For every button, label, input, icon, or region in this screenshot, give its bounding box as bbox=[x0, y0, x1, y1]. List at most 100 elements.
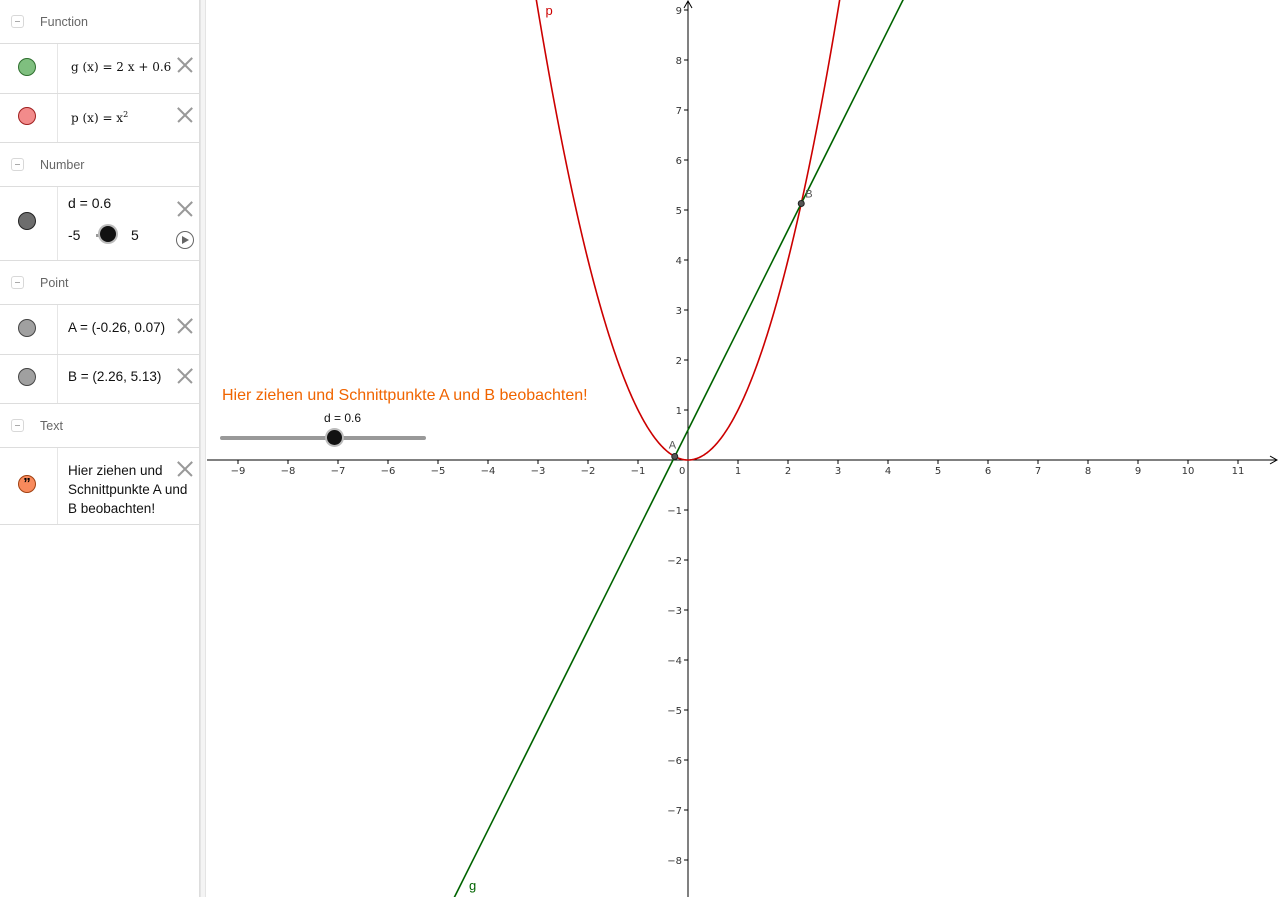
algebra-item-A[interactable]: A = (-0.26, 0.07) bbox=[0, 305, 199, 355]
formula-text: p (x) = x bbox=[71, 111, 124, 125]
delete-icon[interactable] bbox=[177, 368, 193, 384]
group-header-function[interactable]: Function bbox=[0, 0, 199, 44]
delete-icon[interactable] bbox=[177, 201, 193, 217]
group-header-point[interactable]: Point bbox=[0, 261, 199, 305]
x-tick-label: −1 bbox=[631, 466, 646, 477]
point-label-A: A bbox=[669, 439, 677, 451]
x-tick-label: 4 bbox=[885, 466, 891, 477]
algebra-item-B[interactable]: B = (2.26, 5.13) bbox=[0, 355, 199, 404]
visibility-marble-icon[interactable] bbox=[18, 107, 36, 125]
marble-cell bbox=[0, 355, 58, 403]
delete-icon[interactable] bbox=[177, 461, 193, 477]
point-B[interactable] bbox=[797, 200, 805, 208]
x-tick-label: −7 bbox=[331, 466, 346, 477]
x-tick-label: 2 bbox=[785, 466, 791, 477]
collapse-icon[interactable] bbox=[11, 275, 24, 289]
collapse-icon[interactable] bbox=[11, 418, 24, 432]
x-tick-label: −5 bbox=[431, 466, 446, 477]
curve-label-p: p bbox=[546, 3, 553, 18]
play-icon[interactable] bbox=[176, 231, 194, 249]
x-axis-ticks: −9 −8 −7 −6 −5 −4 −3 −2 −1 0 1 2 3 4 5 6 7 8 9 10 11 bbox=[231, 460, 1245, 477]
slider-min: -5 bbox=[68, 227, 81, 243]
collapse-icon[interactable] bbox=[11, 14, 24, 28]
line-g[interactable] bbox=[448, 0, 918, 897]
y-tick-label: 4 bbox=[676, 256, 682, 267]
x-tick-label: −6 bbox=[381, 466, 396, 477]
coordinate-plane[interactable]: −9 −8 −7 −6 −5 −4 −3 −2 −1 0 1 2 3 4 5 6 7 8 9 10 11 1234567… bbox=[207, 0, 1280, 897]
visibility-marble-icon[interactable] bbox=[18, 58, 36, 76]
marble-cell: ” bbox=[0, 448, 58, 524]
y-tick-label: 9 bbox=[676, 6, 682, 17]
slider-knob[interactable] bbox=[100, 226, 116, 242]
hint-text[interactable]: Hier ziehen und Schnittpunkte A und B be… bbox=[222, 387, 588, 404]
x-tick-label: −3 bbox=[531, 466, 546, 477]
algebra-view: Function g (x) = 2 x + 0.6 p (x) = x2 Nu… bbox=[0, 0, 200, 897]
y-axis-arrow-icon bbox=[683, 0, 693, 9]
y-tick-label: 7 bbox=[676, 106, 682, 117]
x-tick-label: 7 bbox=[1035, 466, 1041, 477]
point-definition[interactable]: A = (-0.26, 0.07) bbox=[68, 320, 166, 335]
point-label-B: B bbox=[805, 189, 812, 201]
point-definition[interactable]: B = (2.26, 5.13) bbox=[68, 369, 162, 384]
x-tick-label: 3 bbox=[835, 466, 841, 477]
view-splitter[interactable] bbox=[200, 0, 206, 897]
visibility-marble-icon[interactable] bbox=[18, 368, 36, 386]
graphics-slider-d[interactable]: d = 0.6 bbox=[220, 408, 430, 448]
x-tick-label: 11 bbox=[1232, 466, 1245, 477]
function-definition[interactable]: p (x) = x2 bbox=[71, 110, 128, 125]
y-tick-label: −5 bbox=[667, 706, 682, 717]
x-tick-label: −9 bbox=[231, 466, 246, 477]
x-tick-label: 9 bbox=[1135, 466, 1141, 477]
visibility-marble-icon[interactable] bbox=[18, 319, 36, 337]
y-tick-label: −6 bbox=[667, 756, 682, 767]
delete-icon[interactable] bbox=[177, 57, 193, 73]
algebra-item-p[interactable]: p (x) = x2 bbox=[0, 94, 199, 143]
x-tick-label: 10 bbox=[1182, 466, 1195, 477]
parabola-p[interactable] bbox=[528, 0, 847, 461]
delete-icon[interactable] bbox=[177, 318, 193, 334]
curve-label-g: g bbox=[469, 878, 476, 893]
number-definition[interactable]: d = 0.6 bbox=[68, 195, 112, 211]
y-tick-label: 6 bbox=[676, 156, 682, 167]
y-tick-label: −3 bbox=[667, 606, 682, 617]
algebra-item-text[interactable]: ” Hier ziehen und Schnittpunkte A und B … bbox=[0, 448, 199, 525]
visibility-marble-icon[interactable] bbox=[18, 212, 36, 230]
quote-icon[interactable]: ” bbox=[18, 475, 36, 493]
delete-icon[interactable] bbox=[177, 107, 193, 123]
algebra-item-g[interactable]: g (x) = 2 x + 0.6 bbox=[0, 44, 199, 94]
number-slider[interactable]: -5 5 bbox=[68, 225, 178, 245]
group-header-text[interactable]: Text bbox=[0, 404, 199, 448]
slider-knob[interactable] bbox=[327, 430, 342, 445]
group-title: Text bbox=[40, 418, 63, 433]
x-tick-label: −2 bbox=[581, 466, 596, 477]
x-axis-arrow-icon bbox=[1269, 455, 1279, 465]
point-A[interactable] bbox=[671, 452, 679, 460]
y-tick-label: −4 bbox=[667, 656, 682, 667]
y-tick-label: 5 bbox=[676, 206, 682, 217]
x-tick-label: −8 bbox=[281, 466, 296, 477]
x-tick-label: 1 bbox=[735, 466, 741, 477]
curves[interactable]: pg bbox=[448, 0, 918, 897]
slider-track[interactable] bbox=[220, 436, 426, 440]
function-definition[interactable]: g (x) = 2 x + 0.6 bbox=[71, 60, 172, 74]
marble-cell bbox=[0, 94, 58, 142]
collapse-icon[interactable] bbox=[11, 157, 24, 171]
marble-cell bbox=[0, 44, 58, 93]
marble-cell bbox=[0, 305, 58, 354]
x-tick-label: 6 bbox=[985, 466, 991, 477]
x-tick-label: 8 bbox=[1085, 466, 1091, 477]
y-tick-label: 2 bbox=[676, 356, 682, 367]
points[interactable]: AB bbox=[669, 189, 813, 460]
x-tick-label: 5 bbox=[935, 466, 941, 477]
slider-max: 5 bbox=[131, 227, 139, 243]
algebra-item-d[interactable]: d = 0.6 -5 5 bbox=[0, 187, 199, 261]
y-tick-label: −8 bbox=[667, 856, 682, 867]
y-tick-label: −1 bbox=[667, 506, 682, 517]
x-tick-label: 0 bbox=[679, 466, 685, 477]
group-title: Point bbox=[40, 275, 69, 290]
y-tick-label: −7 bbox=[667, 806, 682, 817]
group-header-number[interactable]: Number bbox=[0, 143, 199, 187]
text-definition[interactable]: Hier ziehen und Schnittpunkte A und B be… bbox=[68, 463, 188, 516]
y-tick-label: 1 bbox=[676, 406, 682, 417]
